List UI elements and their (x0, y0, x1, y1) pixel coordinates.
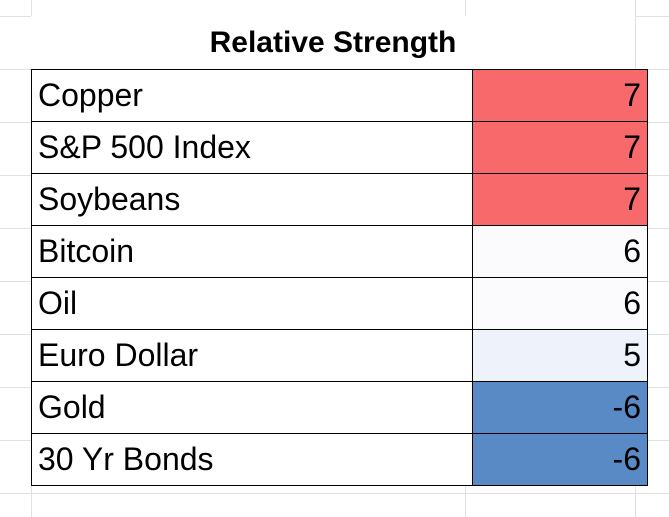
row-value[interactable]: 6 (472, 225, 648, 278)
row-label[interactable]: Bitcoin (31, 225, 473, 278)
row-value[interactable]: 6 (472, 277, 648, 330)
row-label[interactable]: Oil (31, 277, 473, 330)
table-row: Euro Dollar 5 (31, 329, 648, 382)
table-row: Oil 6 (31, 277, 648, 330)
row-label[interactable]: Copper (31, 69, 473, 122)
table-row: 30 Yr Bonds -6 (31, 433, 648, 486)
table-row: Gold -6 (31, 381, 648, 434)
row-value[interactable]: -6 (472, 381, 648, 434)
table-row: Soybeans 7 (31, 173, 648, 226)
row-value[interactable]: -6 (472, 433, 648, 486)
row-label[interactable]: Gold (31, 381, 473, 434)
table-row: Copper 7 (31, 69, 648, 122)
row-value[interactable]: 5 (472, 329, 648, 382)
row-label[interactable]: Soybeans (31, 173, 473, 226)
table-title[interactable]: Relative Strength (31, 16, 635, 69)
relative-strength-table: Copper 7 S&P 500 Index 7 Soybeans 7 Bitc… (31, 69, 648, 486)
table-row: S&P 500 Index 7 (31, 121, 648, 174)
row-label[interactable]: 30 Yr Bonds (31, 433, 473, 486)
row-value[interactable]: 7 (472, 69, 648, 122)
row-label[interactable]: S&P 500 Index (31, 121, 473, 174)
row-value[interactable]: 7 (472, 173, 648, 226)
row-label[interactable]: Euro Dollar (31, 329, 473, 382)
table-row: Bitcoin 6 (31, 225, 648, 278)
row-value[interactable]: 7 (472, 121, 648, 174)
